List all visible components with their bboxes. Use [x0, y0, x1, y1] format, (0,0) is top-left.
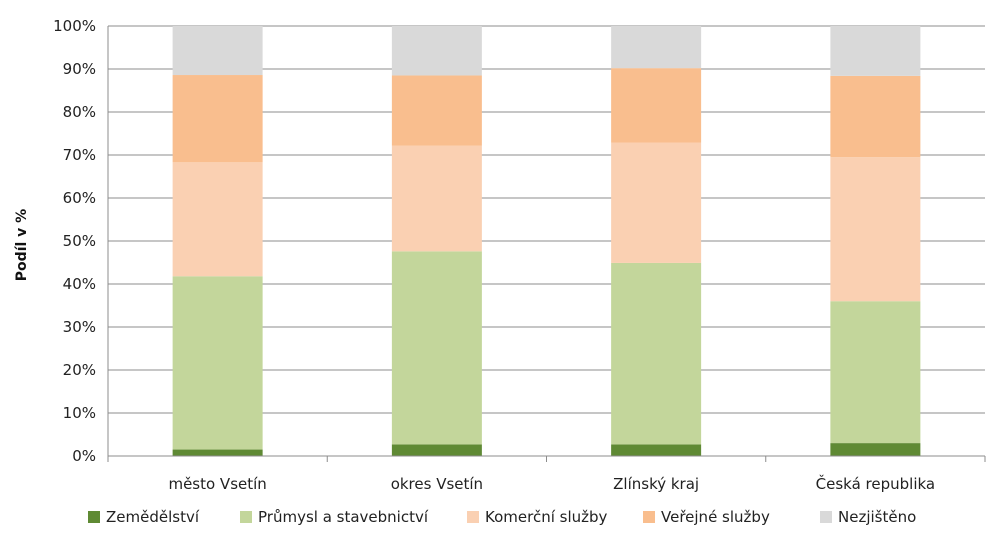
bar-segment: [830, 301, 921, 444]
legend: Zemědělství Průmysl a stavebnictví Komerčn…: [88, 508, 916, 526]
bar-segment: [172, 276, 263, 450]
x-tick-label: okres Vsetín: [391, 475, 483, 493]
y-tick-label: 60%: [63, 189, 96, 207]
legend-swatch: [467, 511, 479, 523]
legend-swatch: [643, 511, 655, 523]
y-tick-label: 10%: [63, 404, 96, 422]
y-tick-label: 40%: [63, 275, 96, 293]
legend-swatch: [88, 511, 100, 523]
bar-segment: [611, 262, 702, 445]
y-axis-title: Podíl v %: [14, 209, 30, 281]
axes: [107, 26, 986, 462]
y-tick-label: 20%: [63, 361, 96, 379]
labels: 0% 10% 20% 30% 40% 50% 60% 70% 80% 90% 100% město V…: [53, 17, 935, 493]
bar-segment: [611, 26, 702, 69]
legend-label: Nezjištěno: [838, 508, 916, 526]
bar-segment: [391, 75, 482, 146]
y-tick-label: 90%: [63, 60, 96, 78]
x-tick-label: Česká republika: [816, 474, 935, 493]
bar-segment: [830, 75, 921, 158]
legend-label: Průmysl a stavebnictví: [258, 508, 429, 526]
legend-label: Komerční služby: [485, 508, 608, 526]
bar-segment: [830, 157, 921, 302]
bar-segment: [391, 251, 482, 445]
bar-segment: [172, 449, 263, 456]
legend-label: Veřejné služby: [661, 508, 770, 526]
bar-segment: [830, 443, 921, 456]
bar-segment: [830, 26, 921, 76]
legend-swatch: [820, 511, 832, 523]
y-tick-label: 0%: [72, 447, 96, 465]
bar-segment: [172, 26, 263, 76]
y-tick-label: 70%: [63, 146, 96, 164]
x-tick-label: město Vsetín: [168, 475, 266, 493]
bar-segment: [611, 444, 702, 456]
bar-segment: [391, 145, 482, 252]
bar-segment: [611, 68, 702, 143]
y-tick-label: 80%: [63, 103, 96, 121]
x-tick-label: Zlínský kraj: [613, 475, 699, 493]
bar-segment: [172, 75, 263, 163]
bars: [172, 26, 921, 456]
bar-segment: [391, 26, 482, 76]
bar-segment: [391, 444, 482, 456]
y-tick-label: 30%: [63, 318, 96, 336]
bar-segment: [611, 142, 702, 263]
y-tick-label: 50%: [63, 232, 96, 250]
y-tick-label: 100%: [53, 17, 96, 35]
legend-swatch: [240, 511, 252, 523]
legend-label: Zemědělství: [106, 508, 200, 526]
bar-segment: [172, 162, 263, 277]
